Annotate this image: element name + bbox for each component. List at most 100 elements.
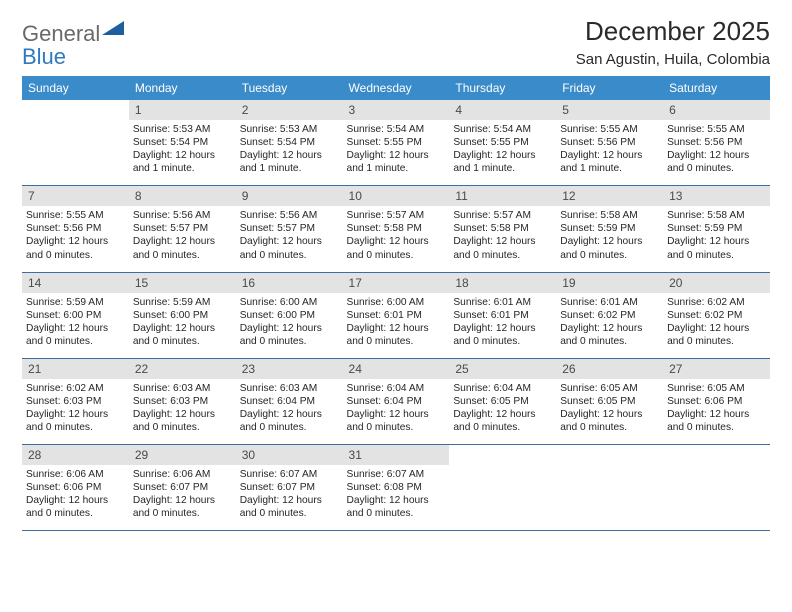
weekday-header: Sunday [22, 76, 129, 100]
logo-triangle-icon [102, 16, 124, 30]
day-content: Sunrise: 6:06 AMSunset: 6:07 PMDaylight:… [129, 465, 236, 530]
day-number: 9 [236, 186, 343, 206]
logo-text-1: General [22, 21, 100, 46]
calendar-cell: 28Sunrise: 6:06 AMSunset: 6:06 PMDayligh… [22, 444, 129, 530]
day-number: 17 [343, 273, 450, 293]
day-content: Sunrise: 5:55 AMSunset: 5:56 PMDaylight:… [556, 120, 663, 185]
day-number: 31 [343, 445, 450, 465]
day-number [556, 445, 663, 465]
calendar-cell: 11Sunrise: 5:57 AMSunset: 5:58 PMDayligh… [449, 186, 556, 272]
day-number: 20 [663, 273, 770, 293]
day-content: Sunrise: 5:54 AMSunset: 5:55 PMDaylight:… [449, 120, 556, 185]
calendar-cell: 16Sunrise: 6:00 AMSunset: 6:00 PMDayligh… [236, 272, 343, 358]
weekday-header: Thursday [449, 76, 556, 100]
calendar-cell: 5Sunrise: 5:55 AMSunset: 5:56 PMDaylight… [556, 100, 663, 186]
day-content: Sunrise: 6:00 AMSunset: 6:01 PMDaylight:… [343, 293, 450, 358]
day-number: 7 [22, 186, 129, 206]
day-content: Sunrise: 5:54 AMSunset: 5:55 PMDaylight:… [343, 120, 450, 185]
day-content: Sunrise: 5:56 AMSunset: 5:57 PMDaylight:… [236, 206, 343, 271]
day-content: Sunrise: 6:03 AMSunset: 6:03 PMDaylight:… [129, 379, 236, 444]
day-content [22, 120, 129, 182]
calendar-cell: 13Sunrise: 5:58 AMSunset: 5:59 PMDayligh… [663, 186, 770, 272]
day-number: 29 [129, 445, 236, 465]
weekday-header: Wednesday [343, 76, 450, 100]
calendar-cell: 21Sunrise: 6:02 AMSunset: 6:03 PMDayligh… [22, 358, 129, 444]
calendar-cell: 22Sunrise: 6:03 AMSunset: 6:03 PMDayligh… [129, 358, 236, 444]
calendar-row: 7Sunrise: 5:55 AMSunset: 5:56 PMDaylight… [22, 186, 770, 272]
day-content: Sunrise: 6:02 AMSunset: 6:02 PMDaylight:… [663, 293, 770, 358]
calendar-cell: 8Sunrise: 5:56 AMSunset: 5:57 PMDaylight… [129, 186, 236, 272]
month-title: December 2025 [576, 16, 770, 47]
title-block: December 2025 San Agustin, Huila, Colomb… [576, 16, 770, 68]
weekday-header-row: SundayMondayTuesdayWednesdayThursdayFrid… [22, 76, 770, 100]
day-number: 12 [556, 186, 663, 206]
calendar-cell: 19Sunrise: 6:01 AMSunset: 6:02 PMDayligh… [556, 272, 663, 358]
day-number: 22 [129, 359, 236, 379]
calendar-cell: 6Sunrise: 5:55 AMSunset: 5:56 PMDaylight… [663, 100, 770, 186]
day-number: 4 [449, 100, 556, 120]
day-content: Sunrise: 6:04 AMSunset: 6:04 PMDaylight:… [343, 379, 450, 444]
day-number [22, 100, 129, 120]
calendar-row: 28Sunrise: 6:06 AMSunset: 6:06 PMDayligh… [22, 444, 770, 530]
day-number: 13 [663, 186, 770, 206]
calendar-cell [22, 100, 129, 186]
day-number: 2 [236, 100, 343, 120]
logo: GeneralBlue [22, 16, 124, 68]
calendar-cell: 18Sunrise: 6:01 AMSunset: 6:01 PMDayligh… [449, 272, 556, 358]
day-number: 16 [236, 273, 343, 293]
day-number: 24 [343, 359, 450, 379]
calendar-cell: 17Sunrise: 6:00 AMSunset: 6:01 PMDayligh… [343, 272, 450, 358]
calendar-cell: 4Sunrise: 5:54 AMSunset: 5:55 PMDaylight… [449, 100, 556, 186]
day-content [663, 465, 770, 527]
day-content: Sunrise: 5:53 AMSunset: 5:54 PMDaylight:… [129, 120, 236, 185]
weekday-header: Saturday [663, 76, 770, 100]
calendar-cell: 29Sunrise: 6:06 AMSunset: 6:07 PMDayligh… [129, 444, 236, 530]
day-content [449, 465, 556, 527]
calendar-body: 1Sunrise: 5:53 AMSunset: 5:54 PMDaylight… [22, 100, 770, 530]
calendar-cell: 30Sunrise: 6:07 AMSunset: 6:07 PMDayligh… [236, 444, 343, 530]
calendar-cell: 31Sunrise: 6:07 AMSunset: 6:08 PMDayligh… [343, 444, 450, 530]
header: GeneralBlue December 2025 San Agustin, H… [22, 16, 770, 68]
day-content: Sunrise: 6:03 AMSunset: 6:04 PMDaylight:… [236, 379, 343, 444]
day-content: Sunrise: 6:01 AMSunset: 6:01 PMDaylight:… [449, 293, 556, 358]
day-content: Sunrise: 6:06 AMSunset: 6:06 PMDaylight:… [22, 465, 129, 530]
location: San Agustin, Huila, Colombia [576, 51, 770, 68]
day-number: 23 [236, 359, 343, 379]
weekday-header: Friday [556, 76, 663, 100]
day-number: 5 [556, 100, 663, 120]
calendar-cell: 2Sunrise: 5:53 AMSunset: 5:54 PMDaylight… [236, 100, 343, 186]
day-content: Sunrise: 6:05 AMSunset: 6:05 PMDaylight:… [556, 379, 663, 444]
calendar-cell: 7Sunrise: 5:55 AMSunset: 5:56 PMDaylight… [22, 186, 129, 272]
weekday-header: Tuesday [236, 76, 343, 100]
day-number: 18 [449, 273, 556, 293]
day-number: 6 [663, 100, 770, 120]
day-number: 10 [343, 186, 450, 206]
day-number: 8 [129, 186, 236, 206]
calendar-cell: 3Sunrise: 5:54 AMSunset: 5:55 PMDaylight… [343, 100, 450, 186]
day-content: Sunrise: 6:07 AMSunset: 6:08 PMDaylight:… [343, 465, 450, 530]
calendar-cell: 26Sunrise: 6:05 AMSunset: 6:05 PMDayligh… [556, 358, 663, 444]
day-content: Sunrise: 5:55 AMSunset: 5:56 PMDaylight:… [663, 120, 770, 185]
day-number: 26 [556, 359, 663, 379]
day-number: 21 [22, 359, 129, 379]
calendar-cell: 27Sunrise: 6:05 AMSunset: 6:06 PMDayligh… [663, 358, 770, 444]
day-content: Sunrise: 5:57 AMSunset: 5:58 PMDaylight:… [449, 206, 556, 271]
day-content: Sunrise: 6:07 AMSunset: 6:07 PMDaylight:… [236, 465, 343, 530]
day-content: Sunrise: 6:02 AMSunset: 6:03 PMDaylight:… [22, 379, 129, 444]
day-number: 14 [22, 273, 129, 293]
calendar-cell: 24Sunrise: 6:04 AMSunset: 6:04 PMDayligh… [343, 358, 450, 444]
calendar-cell: 23Sunrise: 6:03 AMSunset: 6:04 PMDayligh… [236, 358, 343, 444]
weekday-header: Monday [129, 76, 236, 100]
day-content [556, 465, 663, 527]
calendar-cell: 20Sunrise: 6:02 AMSunset: 6:02 PMDayligh… [663, 272, 770, 358]
calendar-cell [556, 444, 663, 530]
day-content: Sunrise: 6:00 AMSunset: 6:00 PMDaylight:… [236, 293, 343, 358]
day-number: 11 [449, 186, 556, 206]
calendar-cell: 10Sunrise: 5:57 AMSunset: 5:58 PMDayligh… [343, 186, 450, 272]
day-content: Sunrise: 5:53 AMSunset: 5:54 PMDaylight:… [236, 120, 343, 185]
day-number: 28 [22, 445, 129, 465]
calendar-row: 1Sunrise: 5:53 AMSunset: 5:54 PMDaylight… [22, 100, 770, 186]
calendar-cell: 15Sunrise: 5:59 AMSunset: 6:00 PMDayligh… [129, 272, 236, 358]
day-number: 19 [556, 273, 663, 293]
day-content: Sunrise: 5:56 AMSunset: 5:57 PMDaylight:… [129, 206, 236, 271]
